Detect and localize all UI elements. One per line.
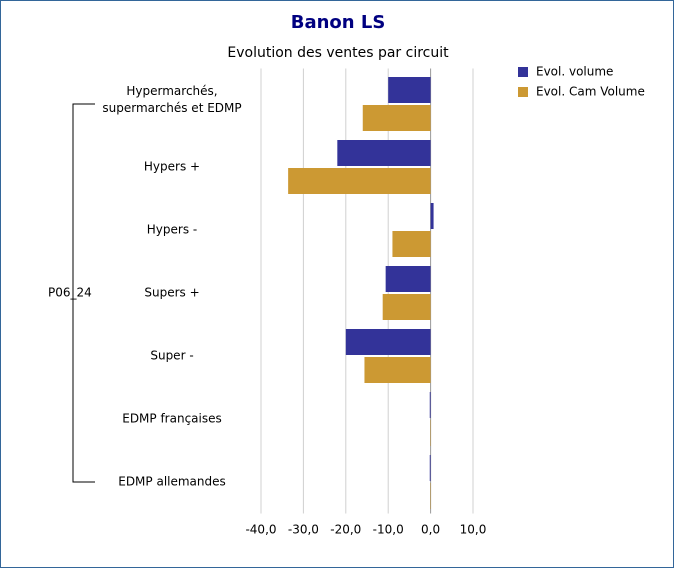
y-tick-label: Supers +: [144, 286, 199, 300]
y-tick-label: Hypers -: [147, 223, 197, 237]
legend-swatch: [518, 67, 528, 77]
x-tick-label: -30,0: [288, 523, 319, 537]
bar: [392, 231, 431, 257]
x-tick-label: 0,0: [421, 523, 440, 537]
x-tick-label: 10,0: [460, 523, 487, 537]
y-tick-label: Hypermarchés, supermarchés et EDMP: [102, 84, 241, 115]
bar: [362, 105, 431, 131]
group-bracket: [72, 103, 95, 483]
x-tick-label: -10,0: [373, 523, 404, 537]
x-tick-label: -40,0: [245, 523, 276, 537]
legend-swatch: [518, 87, 528, 97]
chart-subtitle: Evolution des ventes par circuit: [227, 45, 449, 61]
bar: [382, 294, 431, 320]
bar: [430, 203, 434, 229]
chart-title: Banon LS: [291, 12, 386, 33]
bar: [429, 392, 431, 418]
legend-label: Evol. volume: [536, 65, 613, 79]
bar: [337, 140, 431, 166]
bar: [385, 266, 431, 292]
bar: [364, 357, 431, 383]
bar: [388, 77, 431, 103]
y-tick-label: Hypers +: [144, 160, 200, 174]
bar: [288, 168, 431, 194]
y-tick-label: EDMP allemandes: [118, 475, 226, 489]
legend-label: Evol. Cam Volume: [536, 85, 645, 99]
group-label: P06_24: [48, 286, 92, 300]
bar: [429, 455, 431, 481]
y-tick-label: Super -: [150, 349, 193, 363]
bar: [345, 329, 431, 355]
y-tick-label: EDMP françaises: [122, 412, 222, 426]
x-tick-label: -20,0: [330, 523, 361, 537]
